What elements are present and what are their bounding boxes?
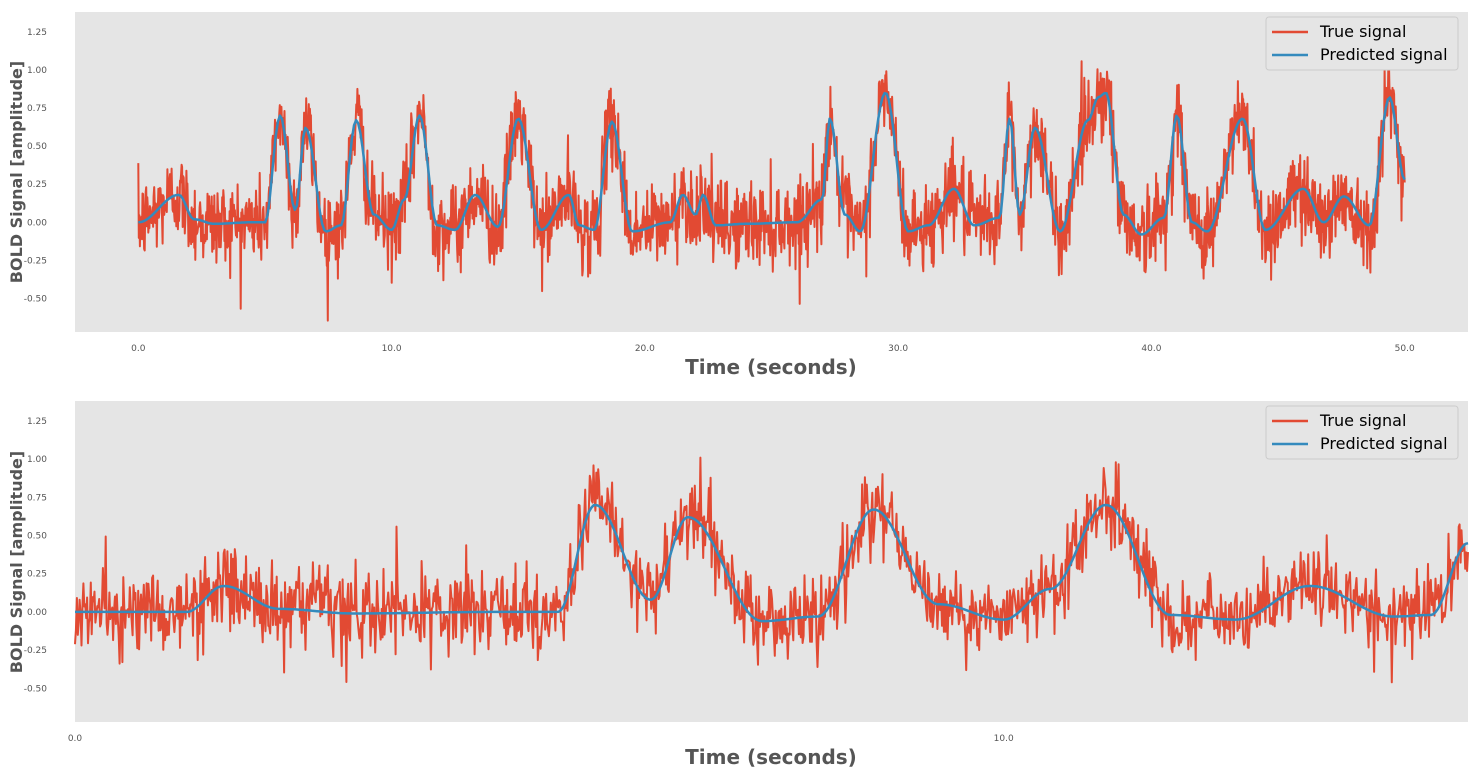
legend-2: True signal Predicted signal — [1265, 405, 1459, 460]
legend-1: True signal Predicted signal — [1265, 16, 1459, 71]
predicted-signal-line — [75, 503, 1469, 623]
y-axis-label-1: BOLD Signal [amplitude] — [7, 61, 26, 283]
x-tick-label: 40.0 — [1141, 344, 1161, 354]
series-group-panel-2 — [74, 456, 1469, 684]
y-tick-label: 0.50 — [27, 532, 47, 542]
legend-box-2 — [1265, 405, 1459, 460]
ticks-panel-2: -0.50 -0.25 0.00 0.25 0.50 0.75 1.00 1.25 0.0 10.… — [24, 417, 1014, 744]
x-tick-label: 0.0 — [131, 344, 146, 354]
y-tick-label: 0.75 — [27, 493, 47, 503]
y-tick-label: -0.25 — [24, 256, 47, 266]
x-tick-label: 20.0 — [635, 344, 655, 354]
y-tick-label: 0.75 — [27, 104, 47, 114]
y-tick-label: -0.50 — [24, 294, 48, 304]
ticks-panel-1: -0.50 -0.25 0.00 0.25 0.50 0.75 1.00 1.25 0.0 10.… — [24, 28, 1415, 354]
y-tick-label: 0.25 — [27, 180, 47, 190]
chart-panel-1: -0.50 -0.25 0.00 0.25 0.50 0.75 1.00 1.25 0.0 10.… — [7, 12, 1468, 379]
y-axis-label-2: BOLD Signal [amplitude] — [7, 451, 26, 673]
y-tick-label: 1.25 — [27, 28, 47, 38]
y-tick-label: 1.25 — [27, 417, 47, 427]
chart-panel-2: -0.50 -0.25 0.00 0.25 0.50 0.75 1.00 1.25 0.0 10.… — [7, 401, 1469, 769]
y-tick-label: 1.00 — [27, 66, 47, 76]
legend-label-predicted-2: Predicted signal — [1320, 434, 1448, 453]
x-tick-label: 30.0 — [888, 344, 908, 354]
x-tick-label: 50.0 — [1395, 344, 1415, 354]
series-group-panel-1 — [137, 54, 1406, 322]
y-tick-label: -0.25 — [24, 646, 47, 656]
plot-area-2 — [75, 401, 1468, 722]
x-tick-label: 0.0 — [68, 734, 83, 744]
legend-label-predicted-1: Predicted signal — [1320, 45, 1448, 64]
x-tick-label: 10.0 — [382, 344, 402, 354]
y-tick-label: 1.00 — [27, 455, 47, 465]
legend-box-1 — [1265, 16, 1459, 71]
x-axis-label-2: Time (seconds) — [685, 745, 857, 769]
x-axis-label-1: Time (seconds) — [685, 355, 857, 379]
y-tick-label: 0.00 — [27, 218, 47, 228]
y-tick-label: -0.50 — [24, 684, 48, 694]
x-tick-label: 10.0 — [994, 734, 1014, 744]
predicted-signal-line — [138, 91, 1406, 236]
y-tick-label: 0.00 — [27, 608, 47, 618]
legend-label-true-2: True signal — [1319, 411, 1406, 430]
y-tick-label: 0.25 — [27, 570, 47, 580]
true-signal-line — [74, 456, 1469, 684]
y-tick-label: 0.50 — [27, 142, 47, 152]
legend-label-true-1: True signal — [1319, 22, 1406, 41]
